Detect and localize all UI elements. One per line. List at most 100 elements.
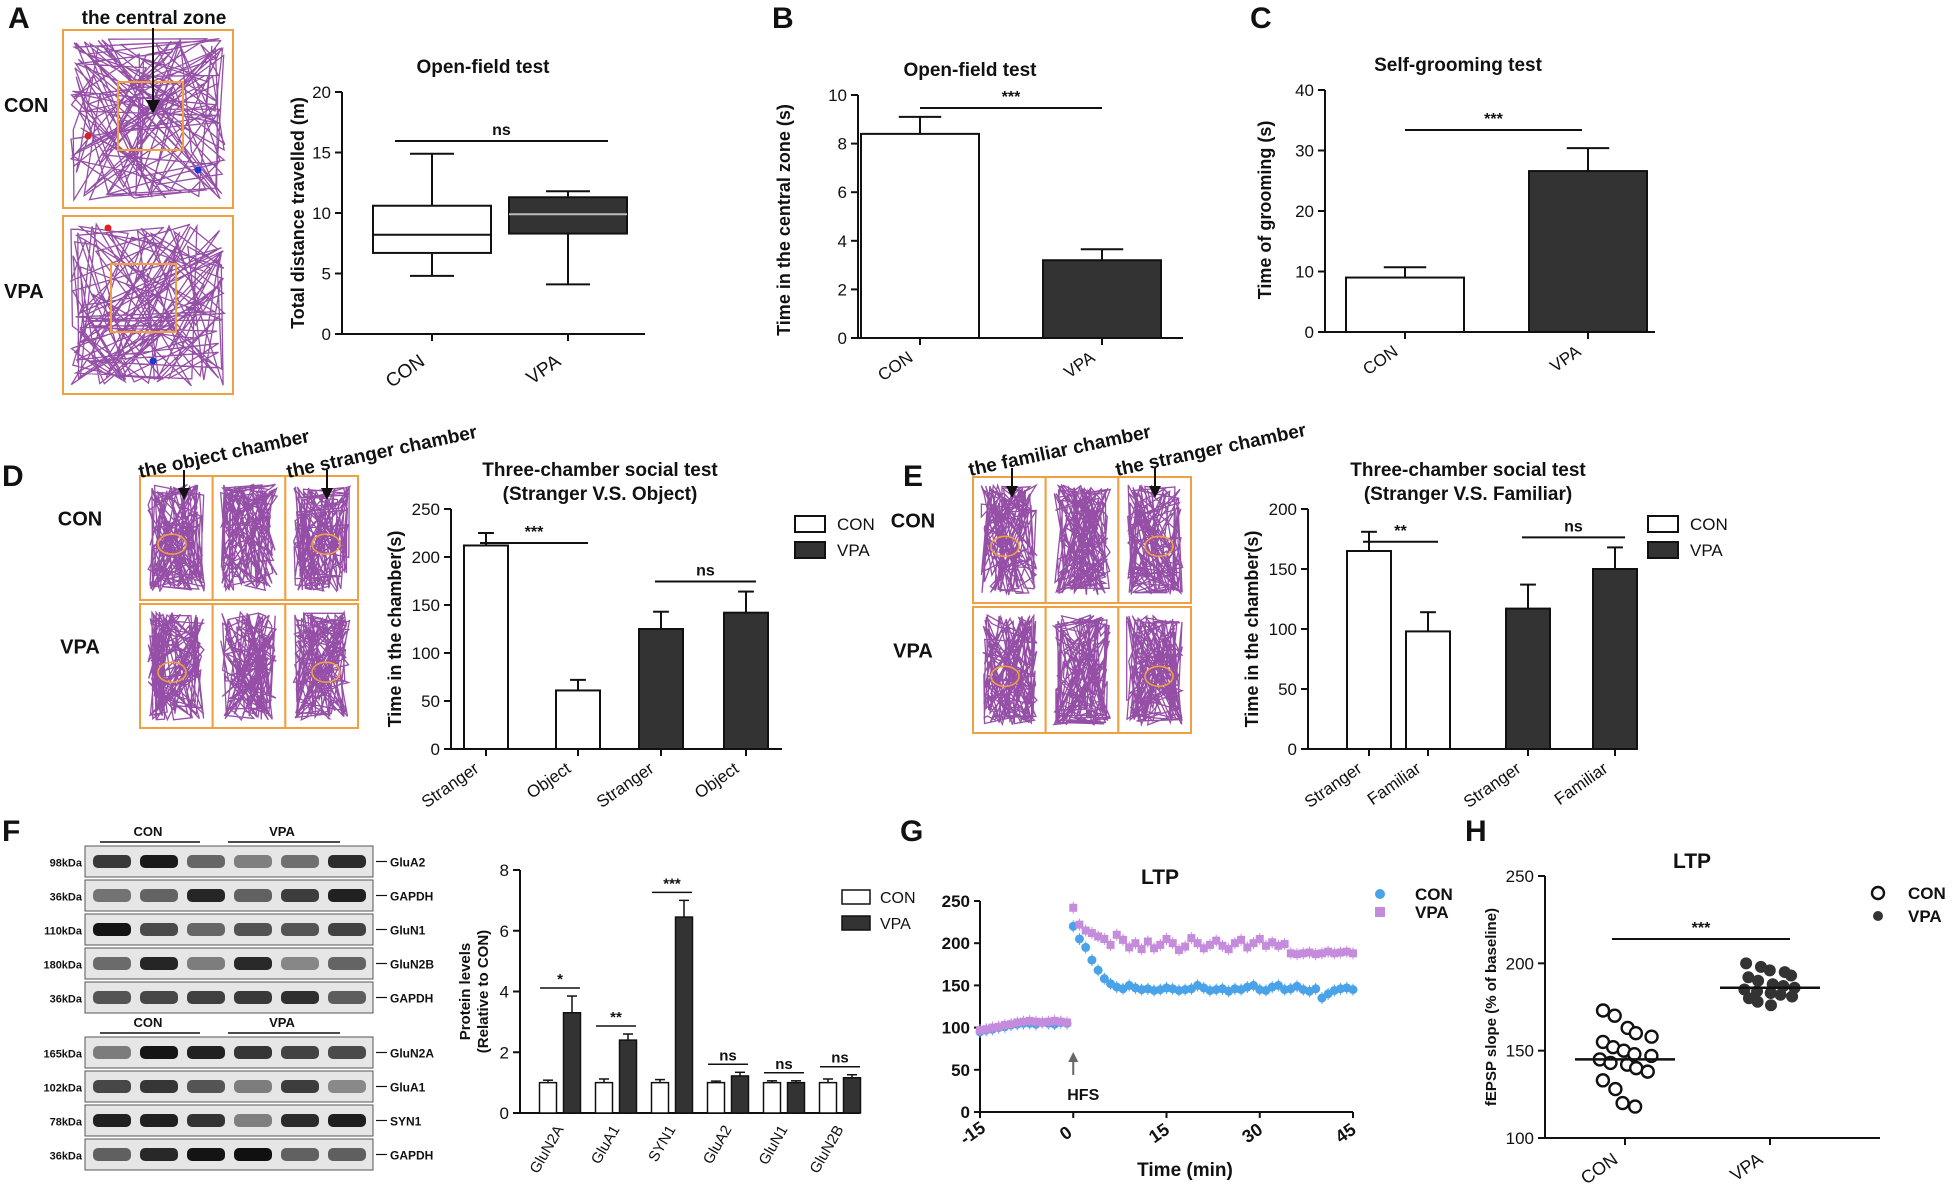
chartG-vpa-point-38 <box>1212 936 1221 945</box>
panelF-blot-top-row-3-band-5 <box>328 957 366 970</box>
panelF-blot-bottom-row-0-background <box>84 1036 374 1069</box>
panelF-blot-bottom-row-2-band-0 <box>93 1114 131 1127</box>
chartF-bar-vpa-0 <box>562 1012 582 1114</box>
panelF-blot-bottom-row-1-background <box>84 1070 374 1103</box>
panelD-tracks-con-chamber-0-trajectory <box>147 483 206 592</box>
panelF-blot-top-row-0-band-3 <box>234 855 272 868</box>
chartF-bar-con-3 <box>706 1081 726 1114</box>
chartG-vpa-point-14 <box>1063 1018 1072 1027</box>
chartF-bar-vpa-4 <box>786 1081 806 1114</box>
chartD-subtitle: (Stranger V.S. Object) <box>503 484 698 505</box>
chartC-ytick-label-3: 30 <box>1295 142 1314 161</box>
chartF-sig-label-3: ns <box>719 1047 737 1064</box>
chartE-sig-label-0: ** <box>1394 523 1407 540</box>
panelF-blot-top-group-label-0: CON <box>134 824 163 839</box>
panelA-arena-vpa-trajectory <box>70 222 226 387</box>
panelA-annotation-arrowhead <box>146 100 160 114</box>
chartA-ylabel: Total distance travelled (m) <box>288 97 308 329</box>
panelE-tracks-con-chamber-1-trajectory <box>1053 483 1112 596</box>
panelF-blot-top-row-2-band-4 <box>281 923 319 936</box>
chartH-vpa-point-16 <box>1751 995 1764 1008</box>
panelF-blot-bottom-row-1-band-5 <box>328 1080 366 1093</box>
panel-label-a: A <box>8 2 30 35</box>
chartB-xtick-label-0: CON <box>874 348 916 385</box>
panelF-blot-top-row-2-band-2 <box>187 923 225 936</box>
chartG-vpa-point-6 <box>1013 1018 1022 1027</box>
chartE-ytick-label-0: 0 <box>1288 740 1297 759</box>
panelF-blot-bottom-row-0-band-2 <box>187 1046 225 1059</box>
chartE-legend-label-0: CON <box>1690 515 1728 534</box>
chartG-vpa-point-41 <box>1230 939 1239 948</box>
panelD-tracks-vpa-chamber-0-trajectory <box>147 610 206 722</box>
chartG-vpa-point-42 <box>1237 935 1246 944</box>
panelF-blot-top-row-0-protein: GluA2 <box>390 856 426 870</box>
chartE-bar-2 <box>1505 607 1551 750</box>
panelF-blot-bottom-row-2-background <box>84 1104 374 1137</box>
chartE-legend-swatch-1 <box>1647 541 1679 559</box>
chartE-bar-0 <box>1346 550 1392 750</box>
chartD-bar-1 <box>555 689 601 751</box>
chartG-ytick-label-2: 100 <box>942 1019 970 1038</box>
chartF-sig-label-2: *** <box>663 875 681 892</box>
chartD-sig-label-1: ns <box>696 563 715 580</box>
chartG-vpa-point-9 <box>1031 1017 1040 1026</box>
panelF-blot-top-row-4-protein: GAPDH <box>390 992 433 1006</box>
chartE-xtick-label-3: Familiar <box>1551 759 1612 809</box>
chartH-vpa-point-6 <box>1752 974 1765 987</box>
chartG-con-point-19 <box>1093 965 1103 975</box>
panelA-arena-vpa-central-zone <box>110 263 177 333</box>
chartH-legend-marker-0 <box>1870 885 1886 901</box>
chartG-xtick-label-1: 0 <box>1056 1122 1076 1144</box>
chartH-sig-label-0: *** <box>1692 920 1711 937</box>
chartG-vpa-point-5 <box>1007 1020 1016 1029</box>
chartF-bar-vpa-1 <box>618 1039 638 1114</box>
panelF-blot-bottom-row-3-protein: GAPDH <box>390 1149 433 1163</box>
panelD-tracks-vpa-cup-right <box>311 661 341 684</box>
chartH-ytick-label-1: 150 <box>1506 1042 1534 1061</box>
panelE-tracks-vpa-chamber-2-trajectory <box>1126 614 1185 728</box>
panelF-blot-top-row-1-band-3 <box>234 889 272 902</box>
chartG-vpa-point-53 <box>1305 948 1314 957</box>
panelF-blot-top-row-0-band-4 <box>281 855 319 868</box>
panelF-blot-top-row-3-mw: 180kDa <box>43 960 82 972</box>
chartG-vpa-point-28 <box>1150 944 1159 953</box>
chartB-title: Open-field test <box>903 60 1037 81</box>
chartF-xtick-label-4: GluN1 <box>755 1123 791 1168</box>
chartF-ytick-label-2: 4 <box>500 983 509 1002</box>
chartD-legend-swatch-1 <box>794 541 826 559</box>
chartG-ytick-label-4: 200 <box>942 934 970 953</box>
chartH-con-point-4 <box>1644 1029 1659 1044</box>
panelE-tracks-con-cup-right <box>1144 535 1174 558</box>
chartC-xtick-label-0: CON <box>1359 342 1401 379</box>
panelE-arrowhead-1 <box>1149 486 1161 498</box>
chartH-xtick-label-1: VPA <box>1726 1149 1766 1185</box>
panelF-blot-top-row-4-band-0 <box>93 991 131 1004</box>
chartH-vpa-point-13 <box>1774 988 1787 1001</box>
chartC-ytick-label-2: 20 <box>1295 202 1314 221</box>
panelF-blot-bottom-row-3-mw: 36kDa <box>50 1151 83 1163</box>
chartG-vpa-point-7 <box>1019 1017 1028 1026</box>
chartH-con-point-13 <box>1629 1060 1644 1076</box>
chartA-xtick-label-1: VPA <box>523 351 565 389</box>
chartG-vpa-point-26 <box>1137 945 1146 954</box>
panelA-arena-con-trajectory <box>69 37 226 203</box>
chartH-legend-marker-1 <box>1873 911 1883 921</box>
panelF-blot-top-row-2-band-1 <box>140 923 178 936</box>
panelF-blot-bottom-group-label-1: VPA <box>269 1015 295 1030</box>
chartE-legend-label-1: VPA <box>1690 541 1723 560</box>
panelD-tracks-vpa-cup-left <box>157 661 187 684</box>
panelD-annotation-1: the stranger chamber <box>285 422 480 483</box>
panelA-arena-vpa-end-dot <box>149 357 157 365</box>
chartG-con-point-18 <box>1087 955 1097 965</box>
chartB-bar-0 <box>860 132 980 339</box>
panelF-blot-top-row-3-band-2 <box>187 957 225 970</box>
chartH-ytick-label-2: 200 <box>1506 954 1534 973</box>
chartG-con-point-17 <box>1081 942 1091 952</box>
chartE-bar-3 <box>1592 568 1638 750</box>
chartG-vpa-point-31 <box>1168 939 1177 948</box>
panelA-arena-con-start-dot <box>84 132 92 140</box>
panelF-blot-top-row-0-mw: 98kDa <box>50 858 83 870</box>
chartG-vpa-point-59 <box>1342 947 1351 956</box>
chartH-con-point-15 <box>1595 1073 1611 1088</box>
